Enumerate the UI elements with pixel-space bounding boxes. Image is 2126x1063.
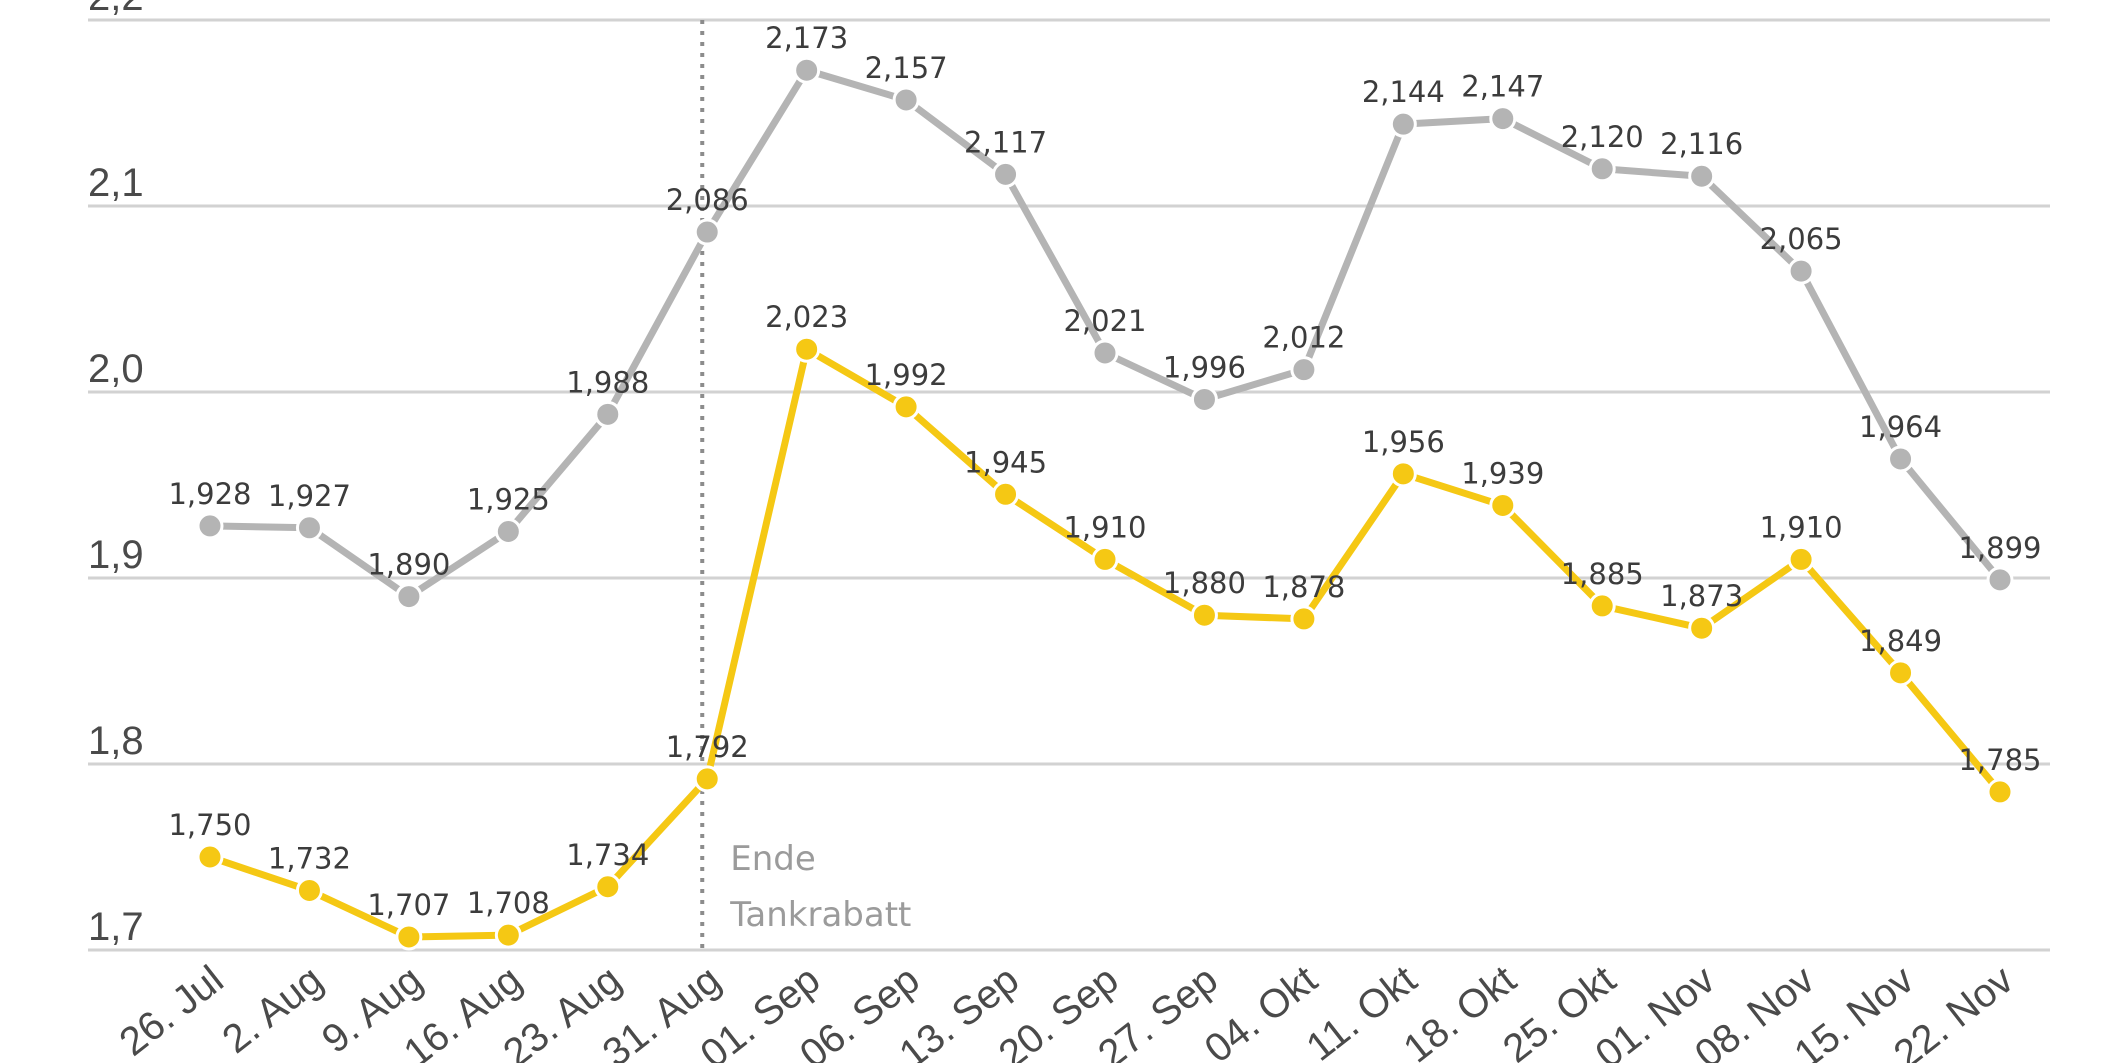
data-point (892, 393, 920, 421)
data-label: 1,910 (1063, 510, 1146, 544)
data-point (594, 400, 622, 428)
data-label: 1,899 (1958, 531, 2041, 565)
data-point (1986, 778, 2014, 806)
data-label: 1,928 (168, 477, 251, 511)
data-point (1290, 356, 1318, 384)
data-label: 1,939 (1461, 456, 1544, 490)
data-label: 1,992 (865, 358, 948, 392)
data-label: 2,065 (1760, 222, 1843, 256)
data-label: 2,144 (1362, 75, 1445, 109)
x-tick-label: 04. Okt (1197, 957, 1326, 1063)
data-point (196, 843, 224, 871)
data-label: 1,964 (1859, 410, 1942, 444)
data-label: 1,910 (1760, 510, 1843, 544)
data-point (1887, 445, 1915, 473)
grid-lines (88, 18, 2050, 952)
data-label: 1,880 (1163, 566, 1246, 600)
data-label: 1,750 (168, 808, 251, 842)
data-label: 2,116 (1660, 127, 1743, 161)
data-point (1489, 105, 1517, 133)
y-tick-label: 2,2 (88, 0, 144, 19)
data-labels: 1,928 1,927 1,890 1,925 1,988 2,086 2,173 2,157… (168, 21, 2041, 922)
data-point (992, 480, 1020, 508)
x-tick-label: 2. Aug (215, 957, 331, 1062)
data-point (793, 335, 821, 363)
y-tick-label: 1,8 (88, 719, 144, 763)
series-line-2 (206, 345, 2004, 941)
data-label: 2,021 (1063, 304, 1146, 338)
data-label: 2,147 (1461, 70, 1544, 104)
data-label: 1,849 (1859, 624, 1942, 658)
data-point (295, 876, 323, 904)
event-annotation-line2: Tankrabatt (729, 895, 911, 935)
data-point (1588, 592, 1616, 620)
data-label: 1,925 (467, 483, 550, 517)
event-annotation-line1: Ende (730, 839, 816, 879)
data-label: 1,945 (964, 445, 1047, 479)
event-marker: Ende Tankrabatt (700, 20, 911, 950)
y-tick-label: 1,9 (88, 533, 144, 577)
data-point (295, 514, 323, 542)
data-point (1489, 491, 1517, 519)
data-point (992, 160, 1020, 188)
data-label: 1,996 (1163, 350, 1246, 384)
data-label: 1,956 (1362, 425, 1445, 459)
data-point (1190, 385, 1218, 413)
series-group (196, 56, 2014, 951)
data-label: 1,890 (367, 548, 450, 582)
data-point (1787, 257, 1815, 285)
data-label: 1,707 (367, 888, 450, 922)
data-label: 1,785 (1958, 743, 2041, 777)
data-label: 2,117 (964, 125, 1047, 159)
data-point (196, 512, 224, 540)
data-point (1091, 339, 1119, 367)
data-label: 1,792 (666, 730, 749, 764)
data-point (1091, 545, 1119, 573)
data-point (1787, 545, 1815, 573)
data-label: 1,927 (268, 479, 351, 513)
data-label: 2,012 (1262, 321, 1345, 355)
data-point (594, 873, 622, 901)
data-point (1688, 614, 1716, 642)
data-label: 1,708 (467, 886, 550, 920)
data-label: 1,988 (566, 365, 649, 399)
data-point (494, 518, 522, 545)
y-tick-label: 1,7 (88, 905, 144, 949)
data-label: 1,734 (566, 838, 649, 872)
data-point (1688, 162, 1716, 190)
data-point (1290, 605, 1318, 633)
data-point (793, 56, 821, 84)
data-point (1588, 155, 1616, 183)
data-label: 1,878 (1262, 570, 1345, 604)
data-point (1986, 566, 2014, 594)
data-label: 2,173 (765, 21, 848, 55)
data-label: 2,023 (765, 300, 848, 334)
x-tick-label: 26. Jul (112, 957, 232, 1063)
data-label: 2,086 (666, 183, 749, 217)
data-label: 2,157 (865, 51, 948, 85)
data-label: 1,732 (268, 841, 351, 875)
data-label: 1,885 (1561, 557, 1644, 591)
data-point (494, 921, 522, 949)
data-point (1887, 659, 1915, 687)
data-point (1389, 460, 1417, 488)
data-point (395, 923, 423, 951)
data-label: 1,873 (1660, 579, 1743, 613)
data-point (1389, 110, 1417, 138)
y-tick-label: 2,1 (88, 161, 144, 205)
data-point (1190, 601, 1218, 629)
data-label: 2,120 (1561, 120, 1644, 154)
data-point (693, 218, 721, 246)
y-tick-label: 2,0 (88, 347, 144, 391)
data-point (693, 765, 721, 793)
data-point (892, 86, 920, 114)
data-point (395, 583, 423, 611)
y-axis-ticks: 1,7 1,8 1,9 2,0 2,1 2,2 (88, 0, 144, 949)
